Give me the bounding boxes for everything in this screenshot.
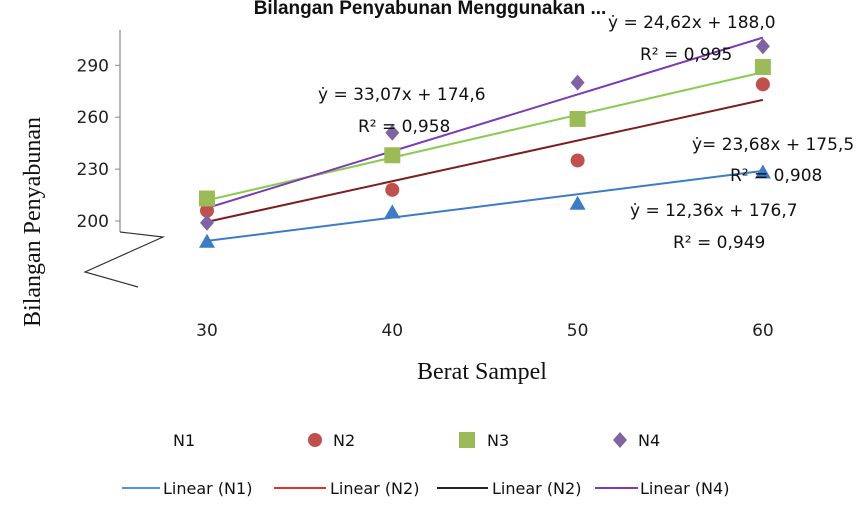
point-n4 (200, 214, 214, 231)
trendline-4 (206, 36, 764, 209)
y-tick-label: 290 (77, 56, 109, 76)
point-n4 (755, 38, 770, 55)
trendline-equation: R² = 0,949 (673, 233, 765, 253)
chart-title: Bilangan Penyabunan Menggunakan ... (254, 0, 607, 19)
point-n1 (754, 164, 771, 179)
trendline-2 (206, 98, 764, 223)
point-n3 (754, 59, 771, 76)
y-axis-title: Bilangan Penyabunan (20, 117, 46, 327)
point-n1 (569, 195, 586, 210)
legend-label-trendline: Linear (N4) (640, 479, 729, 498)
trendline-equation: ẏ = 12,36x + 176,7 (630, 201, 798, 221)
legend-marker-n4 (613, 432, 627, 448)
point-n2 (570, 153, 585, 168)
trendline-equation: ẏ = 24,62x + 188,0 (608, 13, 776, 33)
legend-marker-n2 (308, 433, 322, 447)
y-tick-label: 260 (77, 108, 109, 128)
trendline-equation: ẏ= 23,68x + 175,5 (692, 135, 854, 155)
point-n4 (385, 124, 400, 141)
y-axis-break (83, 231, 166, 288)
x-axis-title: Berat Sampel (417, 359, 547, 385)
trendline-1 (206, 169, 764, 242)
point-n2 (385, 182, 400, 197)
point-n4 (570, 74, 585, 91)
legend-label-n1: N1 (173, 431, 195, 450)
legend-label-trendline: Linear (N1) (163, 479, 252, 498)
legend-label-trendline: Linear (N2) (492, 479, 581, 498)
legend-marker-n3 (459, 432, 475, 448)
legend-label-n2: N2 (333, 431, 355, 450)
trendline-equation: R² = 0,958 (358, 117, 450, 137)
trendline-equation: R² = 0,908 (730, 166, 822, 186)
y-tick-label: 230 (77, 160, 109, 180)
point-n3 (199, 190, 215, 207)
point-n3 (384, 147, 401, 164)
point-n1 (199, 233, 215, 248)
point-n2 (755, 77, 770, 92)
trendline-equation: R² = 0,995 (640, 45, 732, 65)
x-tick-label: 40 (381, 321, 403, 341)
y-tick-label: 200 (77, 212, 109, 232)
point-n1 (384, 204, 401, 219)
point-n2 (200, 203, 214, 218)
trendline-equation: ẏ = 33,07x + 174,6 (318, 85, 486, 105)
x-tick-label: 30 (196, 321, 218, 341)
x-tick-label: 50 (567, 321, 589, 341)
point-n3 (569, 110, 586, 127)
legend-label-trendline: Linear (N2) (330, 479, 419, 498)
legend-label-n4: N4 (638, 431, 660, 450)
x-tick-label: 60 (752, 321, 774, 341)
legend-label-n3: N3 (487, 431, 509, 450)
